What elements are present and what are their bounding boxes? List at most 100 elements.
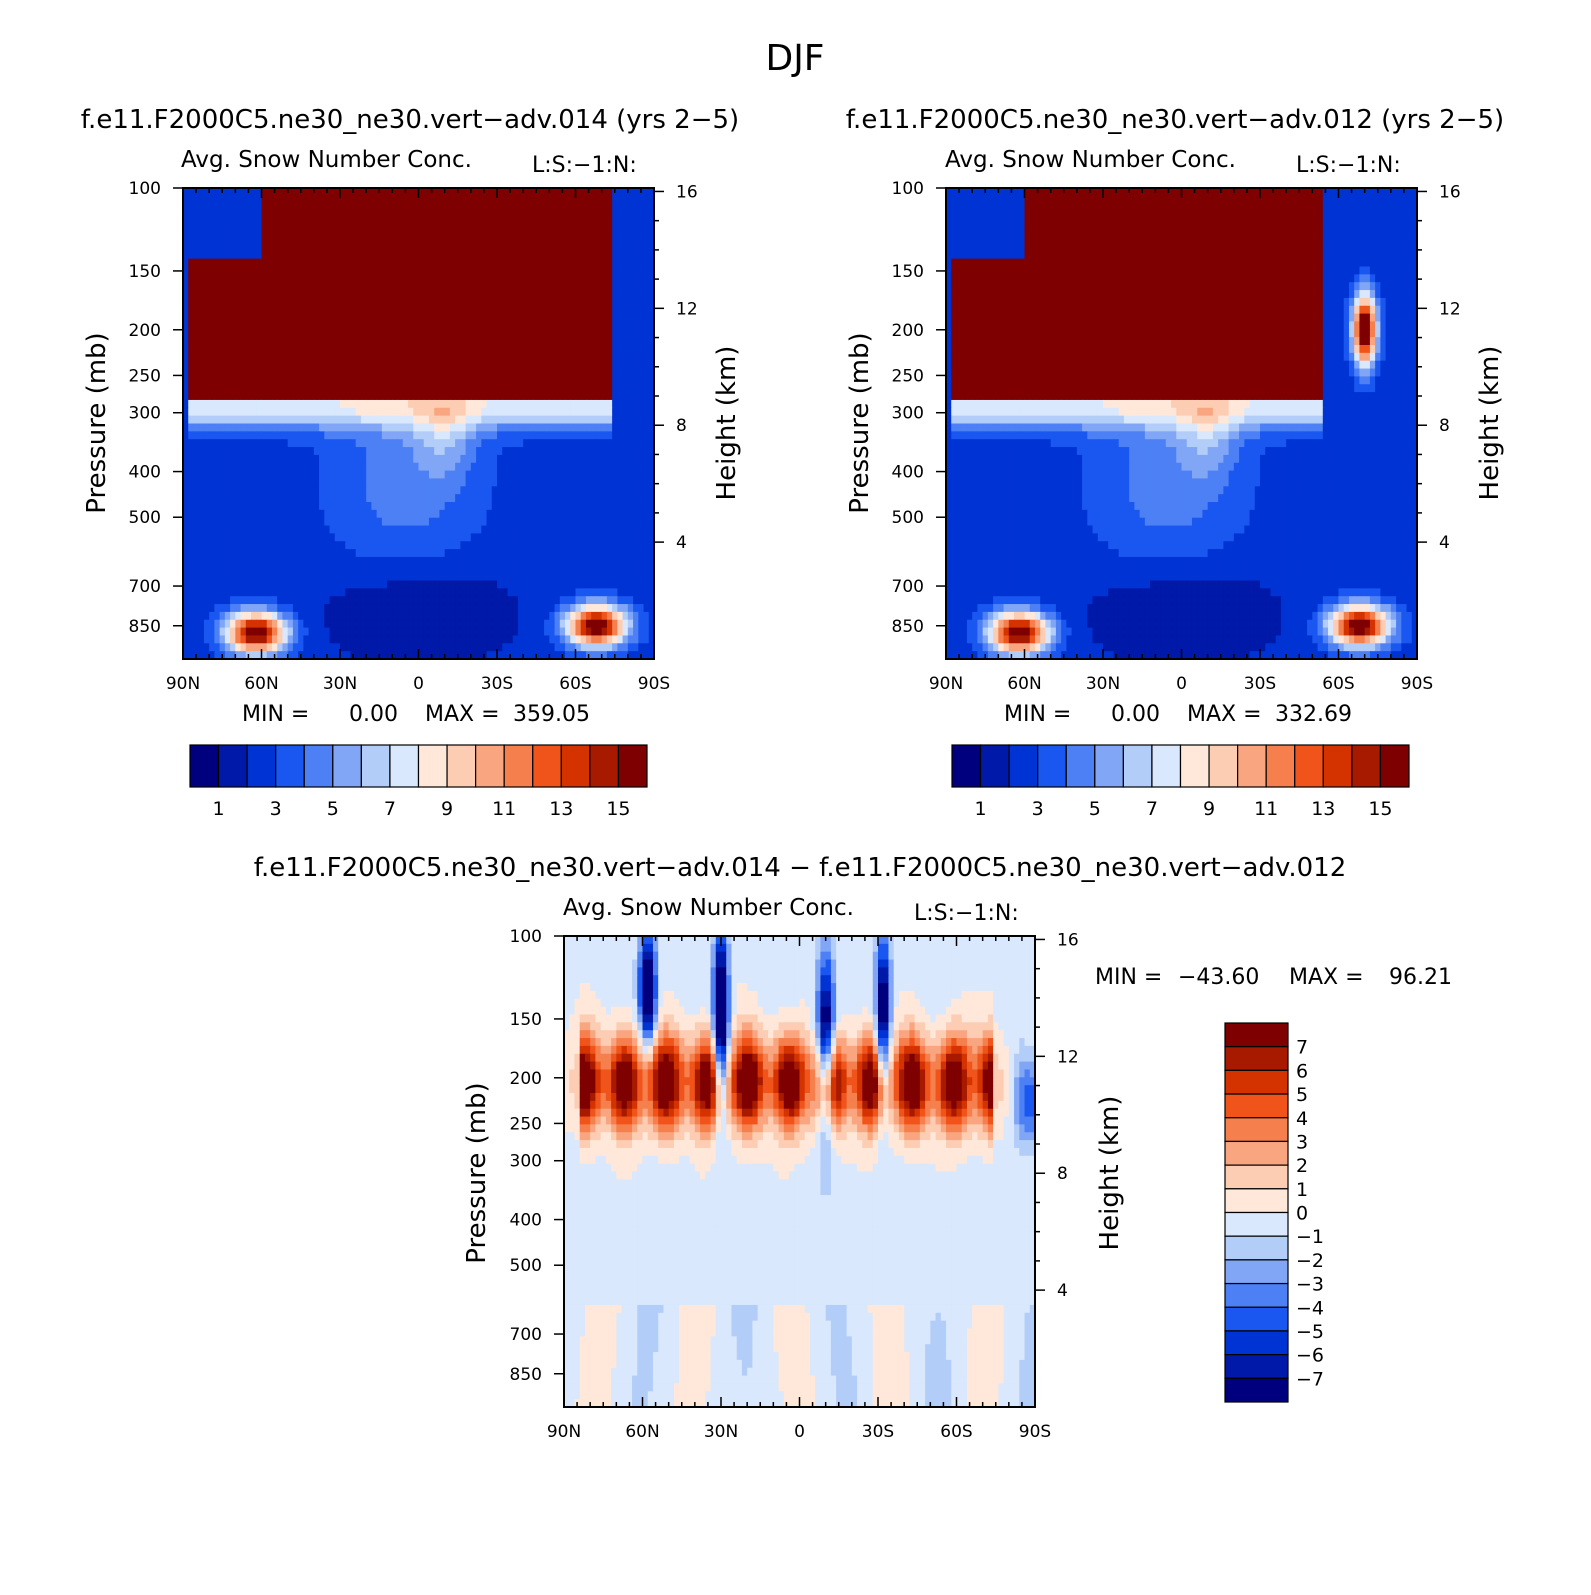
heatmap-cell xyxy=(549,321,556,330)
heatmap-cell xyxy=(580,611,587,621)
heatmap-cell xyxy=(617,219,624,228)
heatmap-cell xyxy=(533,572,540,582)
heatmap-cell xyxy=(397,274,404,283)
heatmap-cell xyxy=(538,454,545,464)
heatmap-cell xyxy=(633,470,639,480)
heatmap-cell xyxy=(203,203,210,213)
heatmap-cell xyxy=(612,368,618,377)
heatmap-cell xyxy=(313,211,320,220)
heatmap-cell xyxy=(334,345,341,354)
heatmap-cell xyxy=(392,431,399,440)
heatmap-cell xyxy=(585,329,592,338)
heatmap-cell xyxy=(507,588,514,597)
heatmap-cell xyxy=(517,235,524,244)
heatmap-field xyxy=(183,188,655,660)
heatmap-cell xyxy=(266,250,273,260)
heatmap-cell xyxy=(376,564,383,574)
heatmap-cell xyxy=(324,588,331,597)
heatmap-cell xyxy=(303,525,310,534)
heatmap-cell xyxy=(402,384,409,393)
heatmap-cell xyxy=(423,250,430,260)
heatmap-cell xyxy=(612,250,618,260)
heatmap-cell xyxy=(313,274,320,283)
heatmap-cell xyxy=(538,219,545,228)
heatmap-cell xyxy=(580,462,587,472)
heatmap-cell xyxy=(345,235,352,244)
heatmap-cell xyxy=(455,203,461,213)
heatmap-cell xyxy=(596,478,603,487)
heatmap-cell xyxy=(298,486,304,495)
heatmap-cell xyxy=(418,431,425,440)
heatmap-cell xyxy=(313,478,320,487)
heatmap-cell xyxy=(481,407,488,417)
heatmap-cell xyxy=(392,549,399,558)
heatmap-cell xyxy=(245,282,252,291)
heatmap-cell xyxy=(465,337,472,346)
heatmap-cell xyxy=(360,376,367,385)
heatmap-cell xyxy=(507,368,514,377)
heatmap-cell xyxy=(282,329,289,338)
heatmap-cell xyxy=(387,360,393,370)
heatmap-cell xyxy=(266,203,273,213)
heatmap-cell xyxy=(271,611,278,621)
heatmap-cell xyxy=(271,329,278,338)
heatmap-cell xyxy=(245,478,252,487)
heatmap-cell xyxy=(313,462,320,472)
heatmap-cell xyxy=(413,439,420,448)
heatmap-cell xyxy=(585,556,592,566)
heatmap-cell xyxy=(324,431,331,440)
heatmap-cell xyxy=(538,297,545,307)
heatmap-cell xyxy=(528,478,535,487)
heatmap-cell xyxy=(324,227,331,236)
heatmap-cell xyxy=(606,447,613,456)
heatmap-cell xyxy=(465,399,472,409)
heatmap-cell xyxy=(538,478,545,487)
heatmap-cell xyxy=(387,525,393,534)
heatmap-cell xyxy=(428,462,435,472)
heatmap-cell xyxy=(622,211,629,220)
heatmap-cell xyxy=(214,611,221,621)
heatmap-cell xyxy=(497,352,503,362)
heatmap-cell xyxy=(517,368,524,377)
heatmap-cell xyxy=(476,235,482,244)
heatmap-cell xyxy=(277,533,284,542)
heatmap-cell xyxy=(601,407,608,417)
heatmap-cell xyxy=(517,337,524,346)
heatmap-cell xyxy=(360,250,367,260)
heatmap-cell xyxy=(298,266,304,275)
heatmap-cell xyxy=(224,478,231,487)
heatmap-cell xyxy=(580,274,587,283)
heatmap-cell xyxy=(392,337,399,346)
heatmap-cell xyxy=(601,439,608,448)
heatmap-cell xyxy=(256,494,263,503)
heatmap-cell xyxy=(434,509,441,519)
heatmap-cell xyxy=(188,407,195,417)
heatmap-cell xyxy=(486,423,493,432)
heatmap-cell xyxy=(544,454,550,464)
heatmap-cell xyxy=(282,392,289,401)
heatmap-cell xyxy=(476,517,482,527)
heatmap-cell xyxy=(376,227,383,236)
heatmap-cell xyxy=(491,564,498,574)
heatmap-cell xyxy=(580,509,587,519)
heatmap-cell xyxy=(397,258,404,268)
heatmap-cell xyxy=(512,376,519,385)
heatmap-cell xyxy=(606,564,613,574)
heatmap-cell xyxy=(245,235,252,244)
heatmap-cell xyxy=(230,392,236,401)
heatmap-cell xyxy=(198,541,205,550)
heatmap-cell xyxy=(418,235,425,244)
heatmap-cell xyxy=(455,242,461,252)
heatmap-cell xyxy=(606,360,613,370)
heatmap-cell xyxy=(444,266,451,275)
heatmap-cell xyxy=(648,486,655,495)
heatmap-cell xyxy=(486,352,493,362)
heatmap-cell xyxy=(591,611,598,621)
heatmap-cell xyxy=(224,235,231,244)
heatmap-cell xyxy=(465,549,472,558)
heatmap-cell xyxy=(224,211,231,220)
heatmap-cell xyxy=(371,211,378,220)
heatmap-cell xyxy=(230,572,236,582)
heatmap-cell xyxy=(355,227,362,236)
heatmap-cell xyxy=(282,572,289,582)
